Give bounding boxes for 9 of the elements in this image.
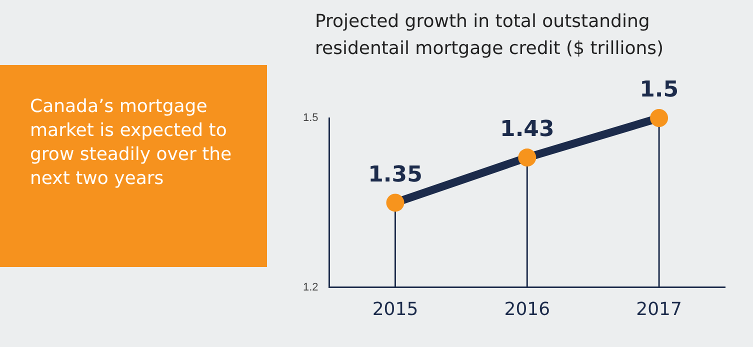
y-tick-label: 1.2 [302, 281, 318, 294]
data-label: 1.5 [640, 78, 679, 103]
x-tick-label: 2017 [636, 298, 682, 320]
chart-title: Projected growth in total outstanding residentail mortgage credit ($ trillions) [315, 10, 665, 61]
data-label: 1.43 [500, 117, 554, 142]
x-tick-label: 2015 [372, 298, 418, 320]
x-tick-label: 2016 [504, 298, 550, 320]
text: Canada’s mortgage market is expected to grow steadily over the next two years [0, 65, 267, 267]
data-label: 1.35 [368, 162, 422, 188]
